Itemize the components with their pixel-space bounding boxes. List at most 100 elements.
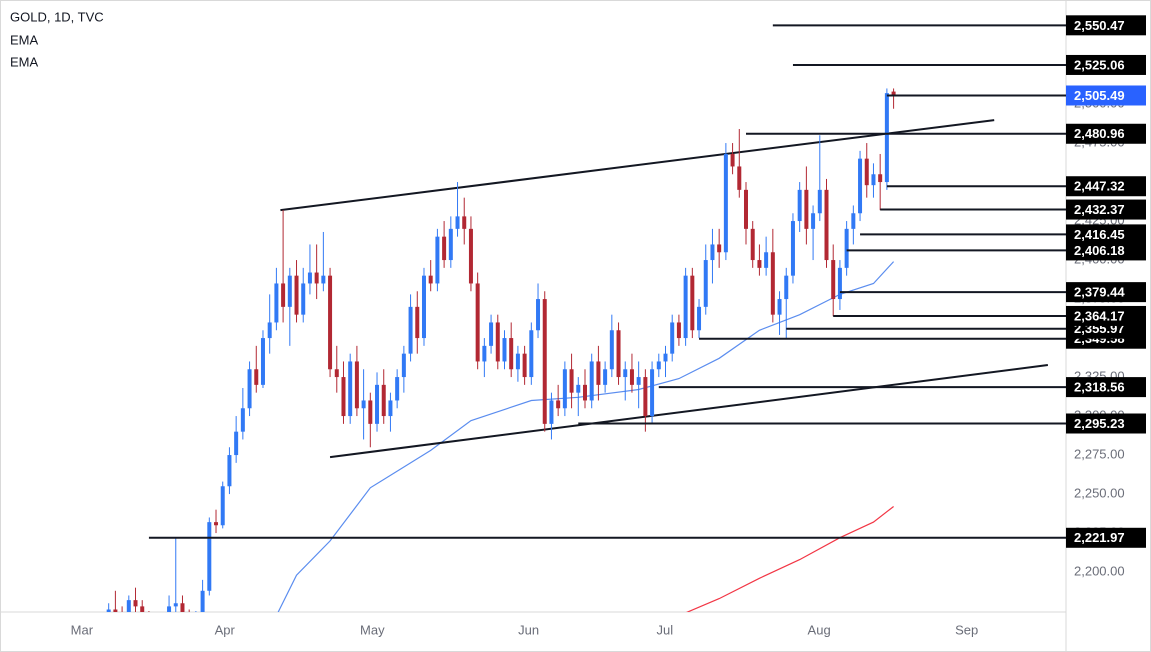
- candle-body: [670, 322, 675, 354]
- candle-body: [878, 174, 883, 183]
- candle-body: [629, 369, 634, 385]
- candle-body: [354, 361, 359, 409]
- candle-body: [254, 369, 259, 385]
- price-label: 2,505.49: [1074, 88, 1125, 103]
- candle-body: [536, 299, 541, 331]
- candle-body: [482, 345, 487, 362]
- y-tick-label: 2,250.00: [1074, 485, 1125, 500]
- candle-body: [415, 306, 420, 339]
- candle-body: [408, 306, 413, 354]
- candle-body: [643, 377, 648, 417]
- price-label: 2,416.45: [1074, 227, 1125, 242]
- candle-body: [421, 275, 426, 339]
- candle-body: [529, 330, 534, 378]
- candle-body: [180, 603, 185, 612]
- y-tick-label: 2,275.00: [1074, 446, 1125, 461]
- candle-body: [133, 600, 138, 607]
- candle-body: [636, 377, 641, 385]
- candle-body: [468, 228, 473, 284]
- candle-body: [220, 486, 225, 526]
- candle-body: [395, 377, 400, 401]
- candle-body: [811, 213, 816, 229]
- candle-body: [294, 275, 299, 315]
- price-label-box: [1066, 224, 1146, 245]
- price-label: 2,295.23: [1074, 416, 1125, 431]
- candle-body: [609, 330, 614, 370]
- candle-body: [616, 330, 621, 378]
- candle-body: [381, 384, 386, 417]
- candle-body: [167, 606, 172, 612]
- candle-body: [328, 275, 333, 370]
- price-label: 2,221.97: [1074, 530, 1125, 545]
- candle-body: [891, 91, 896, 96]
- candle-body: [442, 236, 447, 261]
- price-label-box: [1066, 377, 1146, 398]
- candle-body: [717, 244, 722, 253]
- price-label-box: [1066, 240, 1146, 261]
- candle-body: [234, 431, 239, 456]
- candle-body: [260, 338, 265, 385]
- candle-body: [723, 153, 728, 253]
- x-tick-label: Aug: [808, 622, 831, 637]
- price-label-box: [1066, 15, 1146, 36]
- candle-body: [623, 369, 628, 378]
- candle-body: [200, 590, 205, 612]
- price-label-box: [1066, 527, 1146, 548]
- x-tick-label: Sep: [955, 622, 978, 637]
- candle-body: [656, 361, 661, 370]
- price-label-box: [1066, 176, 1146, 197]
- candle-body: [817, 189, 822, 214]
- candle-body: [757, 260, 762, 268]
- candle-body: [301, 283, 306, 315]
- candle-body: [509, 338, 514, 370]
- candle-body: [603, 369, 608, 385]
- candle-body: [489, 322, 494, 346]
- price-label: 2,447.32: [1074, 179, 1125, 194]
- price-label-box: [1066, 282, 1146, 303]
- plot-area: [106, 24, 1066, 612]
- candle-body: [307, 272, 312, 284]
- x-tick-label: Mar: [71, 622, 94, 637]
- candle-body: [770, 252, 775, 315]
- candle-body: [267, 322, 272, 339]
- candle-body: [884, 93, 889, 183]
- price-label: 2,480.96: [1074, 126, 1125, 141]
- candle-body: [790, 221, 795, 276]
- candle-body: [737, 166, 742, 190]
- candle-body: [388, 400, 393, 417]
- candle-body: [562, 369, 567, 409]
- candle-body: [214, 522, 219, 526]
- candle-body: [113, 609, 118, 612]
- price-label: 2,432.37: [1074, 202, 1125, 217]
- price-label: 2,318.56: [1074, 380, 1125, 395]
- candle-body: [240, 408, 245, 432]
- candle-body: [348, 361, 353, 417]
- candle-body: [502, 338, 507, 362]
- candle-body: [287, 275, 292, 307]
- candle-body: [750, 228, 755, 261]
- candle-body: [495, 322, 500, 362]
- candle-body: [515, 353, 520, 370]
- candle-body: [455, 216, 460, 229]
- candle-body: [764, 252, 769, 268]
- candle-body: [448, 228, 453, 261]
- ema-line: [686, 506, 894, 612]
- candle-body: [314, 272, 319, 284]
- candle-body: [824, 189, 829, 261]
- price-label-box: [1066, 85, 1146, 106]
- candle-body: [730, 153, 735, 167]
- candle-body: [569, 369, 574, 393]
- candle-body: [321, 275, 326, 284]
- price-label-box: [1066, 54, 1146, 75]
- candle-body: [851, 213, 856, 229]
- candle-body: [247, 369, 252, 409]
- candle-body: [676, 322, 681, 339]
- candle-body: [837, 267, 842, 300]
- candle-body: [650, 369, 655, 417]
- trendline: [280, 119, 995, 212]
- candle-body: [140, 606, 145, 612]
- candle-body: [341, 377, 346, 417]
- candle-body: [690, 275, 695, 331]
